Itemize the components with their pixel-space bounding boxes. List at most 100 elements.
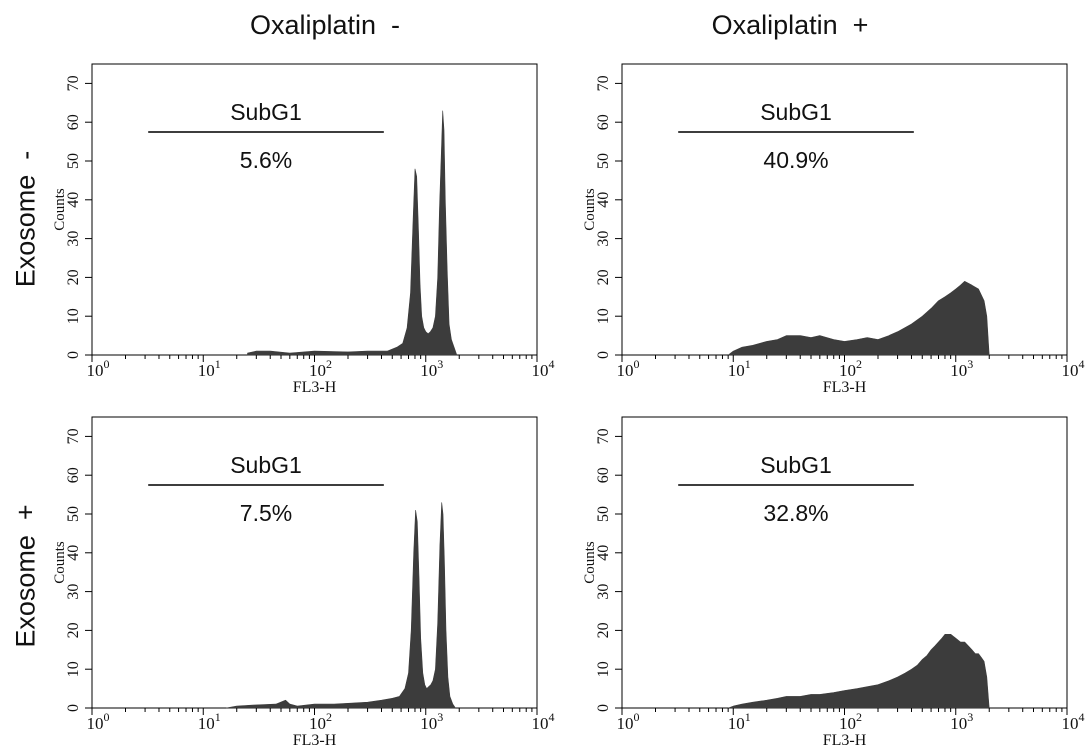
x-tick-exponent: 1	[745, 710, 751, 724]
x-tick-label: 102	[309, 357, 332, 380]
x-tick-exponent: 2	[856, 710, 862, 724]
x-tick-base: 10	[950, 714, 967, 733]
x-tick-base: 10	[532, 361, 549, 380]
x-tick-base: 10	[87, 361, 104, 380]
y-tick-label: 0	[595, 351, 612, 359]
x-tick-base: 10	[309, 714, 326, 733]
y-tick-label: 40	[65, 545, 82, 561]
x-tick-label: 102	[839, 357, 862, 380]
x-tick-base: 10	[1062, 714, 1079, 733]
x-tick-base: 10	[309, 361, 326, 380]
histogram-series-0	[247, 110, 458, 356]
histogram-series-0	[225, 502, 456, 709]
column-header-oxaliplatin-minus: Oxaliplatin -	[249, 10, 401, 40]
x-tick-label: 100	[87, 710, 110, 733]
subg1-gate-label: SubG1	[230, 452, 302, 478]
y-tick-label: 40	[65, 192, 82, 208]
x-tick-label: 103	[950, 357, 973, 380]
x-tick-label: 102	[309, 710, 332, 733]
x-tick-base: 10	[617, 714, 634, 733]
y-tick-label: 30	[65, 584, 82, 600]
x-tick-exponent: 4	[549, 710, 555, 724]
y-tick-label: 30	[595, 231, 612, 247]
x-tick-base: 10	[839, 714, 856, 733]
x-tick-base: 10	[839, 361, 856, 380]
x-tick-label: 100	[617, 710, 640, 733]
y-tick-label: 10	[65, 308, 82, 324]
x-tick-exponent: 3	[437, 710, 443, 724]
x-tick-exponent: 2	[326, 357, 332, 371]
y-tick-label: 20	[595, 269, 612, 285]
y-tick-label: 70	[595, 75, 612, 91]
x-tick-base: 10	[728, 714, 745, 733]
y-tick-label: 50	[595, 506, 612, 522]
x-tick-label: 104	[532, 357, 555, 380]
x-tick-base: 10	[728, 361, 745, 380]
plot-frame	[91, 416, 538, 709]
histogram-series-0	[728, 281, 990, 356]
x-tick-label: 100	[87, 357, 110, 380]
x-tick-base: 10	[420, 361, 437, 380]
x-tick-exponent: 0	[104, 710, 110, 724]
y-tick-label: 0	[595, 704, 612, 712]
x-tick-label: 103	[420, 710, 443, 733]
y-tick-label: 50	[595, 153, 612, 169]
x-tick-base: 10	[198, 714, 215, 733]
x-tick-label: 101	[198, 357, 221, 380]
x-tick-label: 100	[617, 357, 640, 380]
plot-frame	[621, 416, 1068, 709]
y-axis-label: Counts	[582, 541, 598, 584]
x-tick-exponent: 1	[215, 710, 221, 724]
x-axis-label: FL3-H	[293, 732, 337, 749]
x-tick-label: 104	[532, 710, 555, 733]
plot-frame	[621, 63, 1068, 356]
y-tick-label: 50	[65, 506, 82, 522]
y-tick-label: 60	[595, 114, 612, 130]
x-tick-base: 10	[1062, 361, 1079, 380]
x-tick-label: 103	[950, 710, 973, 733]
x-tick-base: 10	[950, 361, 967, 380]
y-tick-label: 60	[65, 114, 82, 130]
plot-frame	[91, 63, 538, 356]
x-axis-label: FL3-H	[823, 379, 867, 396]
subg1-gate-label: SubG1	[760, 99, 832, 125]
x-axis-label: FL3-H	[823, 732, 867, 749]
y-tick-label: 10	[65, 661, 82, 677]
subg1-percentage: 40.9%	[763, 147, 828, 173]
y-tick-label: 70	[595, 428, 612, 444]
x-tick-exponent: 2	[326, 710, 332, 724]
x-tick-exponent: 2	[856, 357, 862, 371]
subg1-percentage: 5.6%	[240, 147, 292, 173]
x-tick-exponent: 0	[104, 357, 110, 371]
x-tick-label: 101	[198, 710, 221, 733]
y-tick-label: 60	[65, 467, 82, 483]
subg1-percentage: 32.8%	[763, 500, 828, 526]
x-tick-exponent: 4	[1079, 357, 1085, 371]
subg1-gate-label: SubG1	[760, 452, 832, 478]
x-tick-base: 10	[87, 714, 104, 733]
x-tick-exponent: 0	[634, 710, 640, 724]
x-tick-label: 103	[420, 357, 443, 380]
x-tick-label: 101	[728, 710, 751, 733]
y-tick-label: 10	[595, 661, 612, 677]
x-tick-base: 10	[532, 714, 549, 733]
y-tick-label: 50	[65, 153, 82, 169]
x-axis-label: FL3-H	[293, 379, 337, 396]
x-tick-exponent: 4	[549, 357, 555, 371]
y-tick-label: 60	[595, 467, 612, 483]
x-tick-label: 101	[728, 357, 751, 380]
y-tick-label: 30	[595, 584, 612, 600]
y-tick-label: 40	[595, 192, 612, 208]
x-tick-label: 104	[1062, 357, 1085, 380]
x-tick-label: 104	[1062, 710, 1085, 733]
x-tick-base: 10	[617, 361, 634, 380]
y-tick-label: 70	[65, 428, 82, 444]
y-tick-label: 20	[595, 622, 612, 638]
x-tick-exponent: 3	[437, 357, 443, 371]
